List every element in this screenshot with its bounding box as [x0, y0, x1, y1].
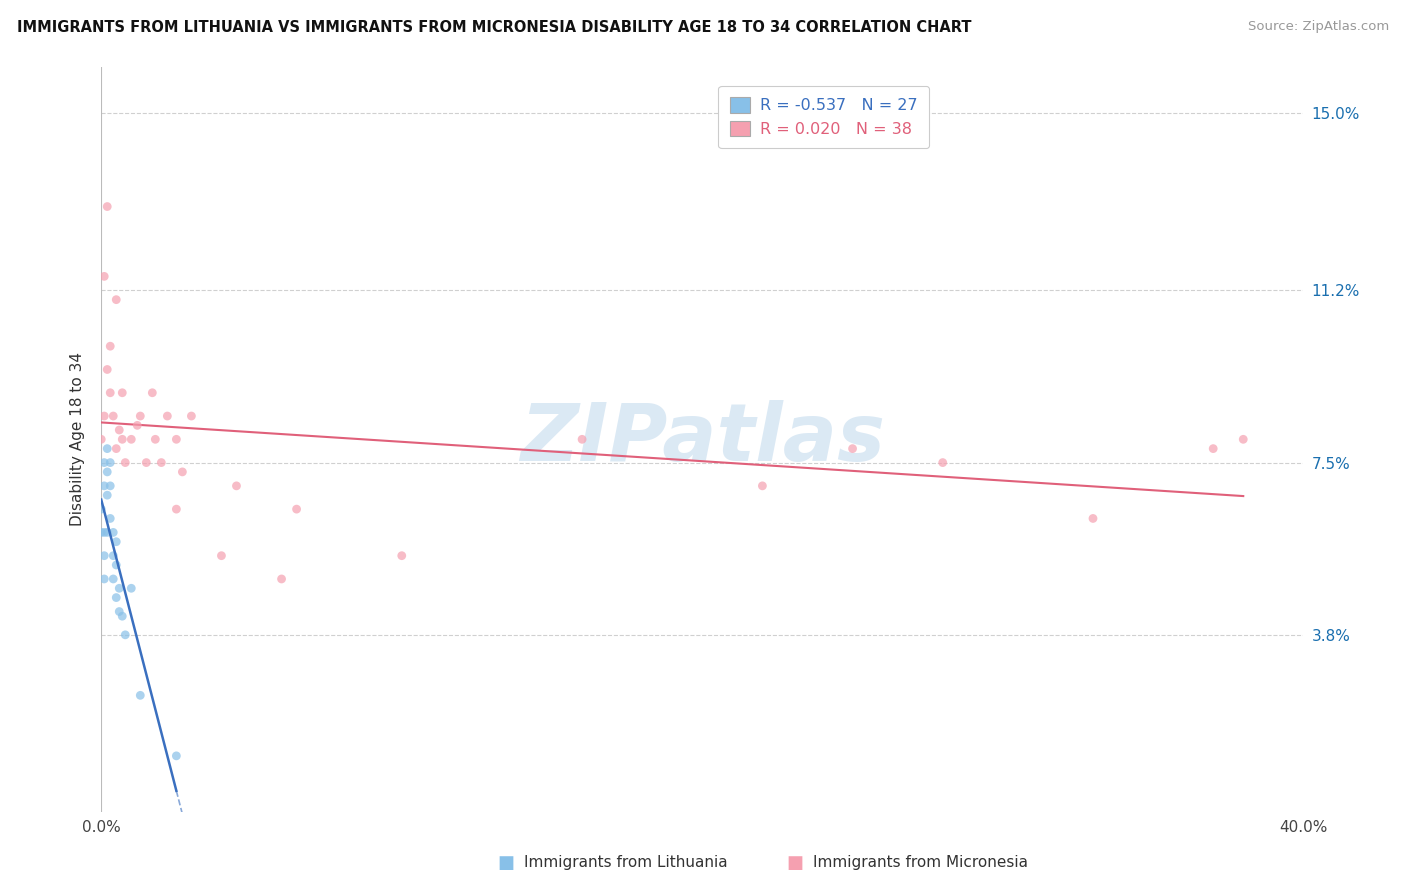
Text: ZIPatlas: ZIPatlas: [520, 401, 884, 478]
Legend: R = -0.537   N = 27, R = 0.020   N = 38: R = -0.537 N = 27, R = 0.020 N = 38: [718, 86, 929, 148]
Point: [93, 269, 115, 284]
Point: [111, 432, 134, 446]
Point: [1232, 432, 1254, 446]
Point: [105, 534, 128, 549]
Text: ■: ■: [498, 854, 515, 871]
Point: [150, 456, 173, 470]
Point: [105, 442, 128, 456]
Point: [165, 432, 187, 446]
Point: [932, 456, 955, 470]
Point: [96, 465, 118, 479]
Point: [165, 502, 187, 516]
Point: [96, 200, 118, 214]
Point: [129, 689, 152, 703]
Point: [571, 432, 593, 446]
Point: [180, 409, 202, 423]
Point: [93, 572, 115, 586]
Point: [127, 418, 149, 433]
Point: [105, 293, 128, 307]
Point: [103, 409, 125, 423]
Point: [98, 479, 121, 493]
Point: [172, 465, 194, 479]
Point: [120, 432, 142, 446]
Point: [211, 549, 233, 563]
Point: [225, 479, 247, 493]
Point: [96, 362, 118, 376]
Point: [270, 572, 292, 586]
Text: ■: ■: [786, 854, 803, 871]
Point: [103, 525, 125, 540]
Point: [98, 385, 121, 400]
Point: [135, 456, 157, 470]
Point: [93, 525, 115, 540]
Point: [141, 385, 163, 400]
Y-axis label: Disability Age 18 to 34: Disability Age 18 to 34: [70, 352, 86, 526]
Text: Source: ZipAtlas.com: Source: ZipAtlas.com: [1249, 20, 1389, 33]
Point: [93, 456, 115, 470]
Point: [751, 479, 773, 493]
Point: [98, 339, 121, 353]
Point: [93, 479, 115, 493]
Point: [90, 432, 112, 446]
Point: [111, 385, 134, 400]
Text: IMMIGRANTS FROM LITHUANIA VS IMMIGRANTS FROM MICRONESIA DISABILITY AGE 18 TO 34 : IMMIGRANTS FROM LITHUANIA VS IMMIGRANTS …: [17, 20, 972, 35]
Point: [105, 591, 128, 605]
Point: [129, 409, 152, 423]
Point: [165, 748, 187, 763]
Point: [114, 456, 136, 470]
Point: [108, 605, 131, 619]
Point: [1081, 511, 1104, 525]
Point: [93, 549, 115, 563]
Point: [120, 582, 142, 596]
Point: [111, 609, 134, 624]
Point: [114, 628, 136, 642]
Text: Immigrants from Micronesia: Immigrants from Micronesia: [813, 855, 1028, 870]
Point: [156, 409, 179, 423]
Point: [143, 432, 166, 446]
Point: [98, 511, 121, 525]
Point: [285, 502, 308, 516]
Point: [90, 525, 112, 540]
Point: [105, 558, 128, 572]
Point: [108, 423, 131, 437]
Point: [103, 572, 125, 586]
Point: [90, 502, 112, 516]
Point: [108, 582, 131, 596]
Point: [96, 488, 118, 502]
Point: [93, 409, 115, 423]
Point: [1202, 442, 1225, 456]
Point: [96, 525, 118, 540]
Text: Immigrants from Lithuania: Immigrants from Lithuania: [524, 855, 728, 870]
Point: [841, 442, 863, 456]
Point: [391, 549, 413, 563]
Point: [103, 549, 125, 563]
Point: [96, 442, 118, 456]
Point: [98, 456, 121, 470]
